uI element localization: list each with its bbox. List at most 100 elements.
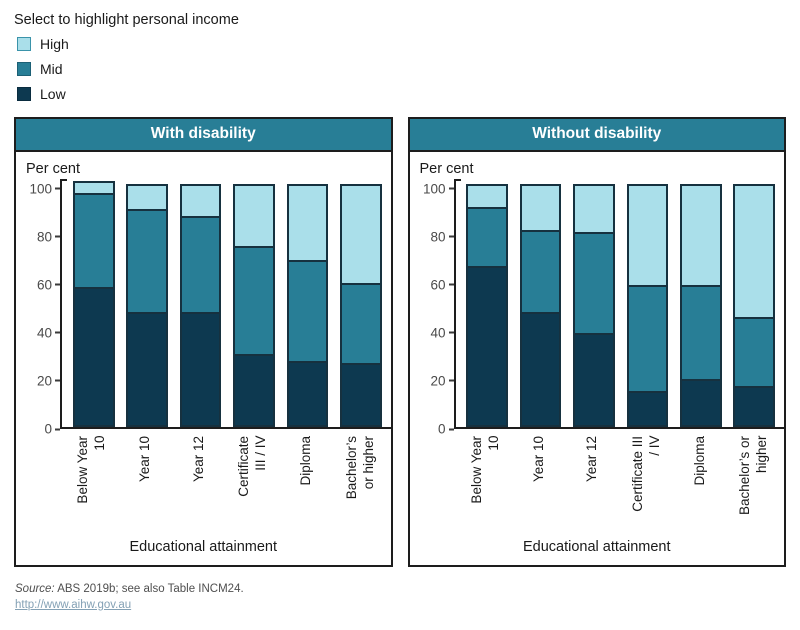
bar-segment-high[interactable]: [468, 185, 507, 207]
mid-income-swatch-icon: [17, 62, 31, 76]
bar-segment-high[interactable]: [682, 185, 720, 285]
bar-segment-low[interactable]: [682, 379, 720, 425]
bar-segment-low[interactable]: [288, 360, 327, 425]
bar-segment-high[interactable]: [521, 185, 560, 230]
y-tick-label: 40: [430, 325, 446, 341]
bar-segment-mid[interactable]: [235, 245, 273, 354]
bar-slot: [461, 179, 514, 427]
income-highlight-legend: Select to highlight personal income High…: [14, 12, 786, 102]
bar-slot: [227, 179, 280, 427]
bar-segment-high[interactable]: [735, 185, 774, 318]
legend-item-low[interactable]: Low: [17, 86, 786, 102]
bars: [456, 179, 785, 427]
x-category-label: Year 12: [190, 436, 206, 483]
bar-segment-low[interactable]: [575, 333, 613, 425]
bar-segment-mid[interactable]: [468, 206, 507, 267]
x-category-label: Year 10: [530, 436, 546, 483]
y-tick-mark: [55, 331, 60, 334]
legend-item-label: Mid: [40, 61, 63, 77]
stacked-bar[interactable]: [233, 183, 275, 427]
legend-title: Select to highlight personal income: [14, 12, 239, 28]
legend-item-high[interactable]: High: [17, 36, 786, 52]
stacked-bar[interactable]: [626, 183, 669, 427]
x-label-cell: Year 10: [119, 429, 173, 535]
source-link[interactable]: http://www.aihw.gov.au: [15, 599, 132, 611]
y-tick-label: 60: [36, 277, 52, 293]
bar-slot: [514, 179, 567, 427]
bar-segment-mid[interactable]: [341, 282, 380, 364]
stacked-bar[interactable]: [733, 183, 776, 427]
x-axis-labels: Below Year 10 Year 10 Year 12 Certificate I…: [60, 429, 391, 535]
bar-segment-high[interactable]: [575, 185, 613, 232]
bar-segment-low[interactable]: [735, 386, 774, 425]
legend-item-mid[interactable]: Mid: [17, 61, 786, 77]
bar-slot: [334, 179, 387, 427]
bar-segment-high[interactable]: [288, 185, 327, 260]
stacked-bar[interactable]: [126, 183, 168, 427]
x-label-cell: Diploma: [674, 429, 728, 535]
bar-segment-high[interactable]: [128, 185, 166, 209]
bar-segment-mid[interactable]: [735, 317, 774, 387]
stacked-bar[interactable]: [573, 183, 615, 427]
plot-row: 0 20 40 60 80 100: [16, 179, 391, 437]
x-category-label: Bachelor’s or higher: [343, 436, 376, 500]
bar-slot: [67, 179, 120, 427]
y-tick-40: 40: [430, 325, 454, 341]
bar-segment-low[interactable]: [235, 353, 273, 425]
bar-segment-high[interactable]: [341, 185, 380, 283]
bar-segment-mid[interactable]: [575, 231, 613, 334]
y-tick-label: 0: [437, 421, 446, 437]
high-income-swatch-icon: [17, 37, 31, 51]
bar-segment-low[interactable]: [341, 363, 380, 425]
bar-segment-mid[interactable]: [288, 259, 327, 361]
stacked-bar[interactable]: [466, 183, 509, 427]
x-label-cell: Bachelor’s or higher: [727, 429, 781, 535]
plot-area: [60, 179, 391, 429]
bar-segment-low[interactable]: [521, 312, 560, 425]
bar-segment-high[interactable]: [181, 185, 220, 216]
bar-slot: [281, 179, 334, 427]
stacked-bar[interactable]: [339, 183, 382, 427]
bar-segment-high[interactable]: [74, 183, 113, 193]
source-prefix: Source:: [15, 583, 55, 595]
stacked-bar[interactable]: [286, 183, 329, 427]
y-tick-label: 80: [430, 229, 446, 245]
y-tick-mark: [55, 428, 60, 430]
bars: [62, 179, 391, 427]
stacked-bar[interactable]: [519, 183, 562, 427]
x-label-cell: Diploma: [280, 429, 334, 535]
bar-segment-high[interactable]: [235, 185, 273, 246]
stacked-bar[interactable]: [179, 183, 222, 427]
stacked-bar[interactable]: [72, 181, 115, 427]
footer: Source: ABS 2019b; see also Table INCM24…: [15, 583, 786, 613]
y-tick-label: 20: [430, 373, 446, 389]
bar-segment-low[interactable]: [181, 312, 220, 425]
bar-slot: [621, 179, 674, 427]
x-category-label: Bachelor’s or higher: [737, 436, 770, 516]
x-category-label: Year 12: [584, 436, 600, 483]
bar-segment-mid[interactable]: [128, 208, 166, 313]
x-label-cell: Certificate III / IV: [620, 429, 674, 535]
bar-segment-high[interactable]: [628, 185, 667, 285]
y-tick-20: 20: [37, 373, 60, 388]
bar-segment-low[interactable]: [628, 390, 667, 425]
bar-segment-mid[interactable]: [521, 229, 560, 313]
y-axis-units-label: Per cent: [419, 161, 474, 177]
bar-segment-mid[interactable]: [628, 284, 667, 391]
panel-without-disability: Without disability Per cent 0 20 40 60 80 100…: [407, 117, 786, 567]
bar-segment-low[interactable]: [128, 312, 166, 425]
y-tick-20: 20: [430, 373, 454, 389]
source-text: ABS 2019b; see also Table INCM24.: [54, 583, 244, 595]
bar-segment-mid[interactable]: [682, 284, 720, 380]
y-tick-mark: [448, 379, 454, 382]
bar-segment-mid[interactable]: [181, 215, 220, 313]
low-income-swatch-icon: [17, 87, 31, 101]
stacked-bar[interactable]: [680, 183, 722, 427]
x-label-cell: Year 12: [566, 429, 620, 535]
y-tick-label: 20: [36, 373, 52, 389]
y-tick-0: 0: [438, 422, 454, 437]
bar-segment-mid[interactable]: [74, 192, 113, 287]
legend-item-label: High: [40, 36, 69, 52]
bar-segment-low[interactable]: [468, 266, 507, 425]
bar-segment-low[interactable]: [74, 286, 113, 426]
